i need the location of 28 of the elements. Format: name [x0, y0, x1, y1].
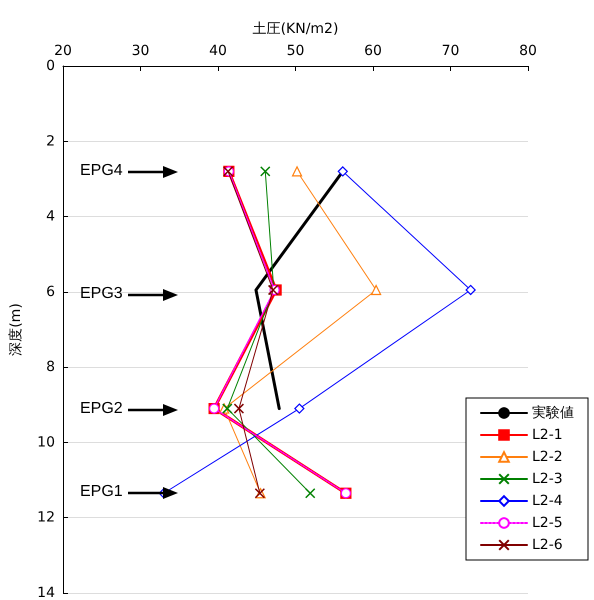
- annotation: EPG1: [80, 483, 123, 501]
- annotation: EPG3: [80, 285, 123, 303]
- y-tick-label: 12: [37, 510, 55, 526]
- annotation: EPG4: [80, 162, 123, 180]
- y-axis-title: 深度(m): [8, 303, 24, 356]
- x-tick-label: 30: [132, 43, 150, 59]
- annotation: EPG2: [80, 400, 123, 418]
- y-tick-label: 10: [37, 434, 55, 450]
- x-tick-label: 50: [286, 43, 304, 59]
- y-tick-label: 8: [46, 359, 55, 376]
- y-tick-label: 2: [46, 133, 55, 150]
- legend-label: 実験値: [532, 405, 574, 421]
- y-tick-label: 4: [46, 208, 56, 225]
- y-tick-label: 6: [46, 284, 56, 300]
- x-tick-label: 40: [209, 43, 227, 59]
- legend-label: L2-3: [532, 471, 563, 487]
- legend-label: L2-1: [532, 427, 563, 443]
- x-axis-title: 土圧(KN/m2): [252, 21, 338, 37]
- y-tick-label: 14: [37, 585, 56, 600]
- legend-label: L2-5: [532, 515, 563, 531]
- x-tick-label: 70: [442, 43, 460, 59]
- x-tick-label: 20: [54, 43, 72, 59]
- y-tick-label: 0: [46, 58, 55, 74]
- legend-label: L2-2: [532, 449, 563, 465]
- x-tick-label: 60: [364, 43, 382, 59]
- x-tick-label: 80: [519, 43, 537, 59]
- legend-label: L2-4: [532, 493, 563, 509]
- legend-label: L2-6: [532, 537, 563, 553]
